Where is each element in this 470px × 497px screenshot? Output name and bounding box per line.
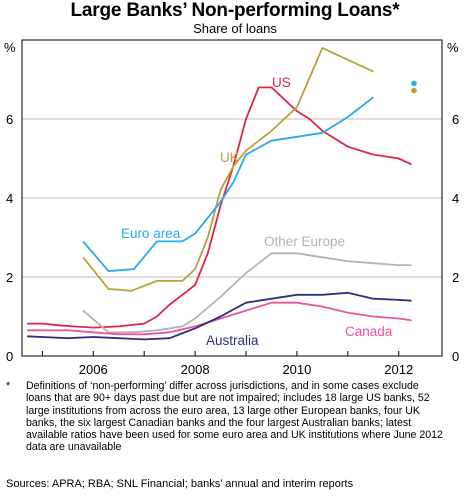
sources: Sources: APRA; RBA; SNL Financial; banks… [6,478,354,490]
chart-subtitle: Share of loans [193,21,277,36]
label-canada: Canada [345,324,393,339]
label-euro-area: Euro area [121,226,181,241]
gridlines [22,118,442,278]
y-tick-left-2: 2 [6,270,13,285]
chart-title: Large Banks’ Non-performing Loans* [70,0,400,21]
y-unit-left: % [4,40,16,55]
y-tick-right-2: 2 [452,270,459,285]
x-ticks [41,351,400,356]
y-tick-right-0: 0 [452,349,459,364]
plot-frame [21,39,443,357]
marker-euro-area [411,80,417,87]
x-tick-label-2010: 2010 [282,362,311,377]
y-tick-left-6: 6 [6,112,13,127]
series-labels: US UK Euro area Other Europe Canada Aust… [121,75,393,348]
x-tick-label-2008: 2008 [181,362,210,377]
series-markers [411,80,417,94]
series-line-other-europe [82,252,412,334]
series-line-euro-area [82,96,374,273]
label-other-europe: Other Europe [264,234,345,249]
x-tick-label-2012: 2012 [384,362,413,377]
series-line-canada [27,301,412,336]
label-us: US [272,75,291,90]
label-uk: UK [220,150,239,165]
x-tick-labels: 2006 2008 2010 2012 [79,362,413,377]
x-tick-label-2006: 2006 [79,362,108,377]
series-line-uk [82,47,374,292]
series-line-us [27,86,412,329]
y-unit-right: % [447,40,459,55]
y-tick-right-6: 6 [452,112,459,127]
y-tick-right-4: 4 [452,191,459,206]
footnote: Definitions of ‘non-performing’ differ a… [26,380,443,454]
series-lines [27,47,412,341]
y-tick-left-4: 4 [6,191,13,206]
marker-uk [411,87,417,94]
footnote-marker: * [6,380,11,392]
series-line-australia [27,291,412,341]
chart-canvas: US UK Euro area Other Europe Canada Aust… [4,39,459,377]
y-tick-labels: 0 0 2 2 4 4 6 6 [6,112,459,364]
label-australia: Australia [206,333,259,348]
y-tick-left-0: 0 [6,349,13,364]
